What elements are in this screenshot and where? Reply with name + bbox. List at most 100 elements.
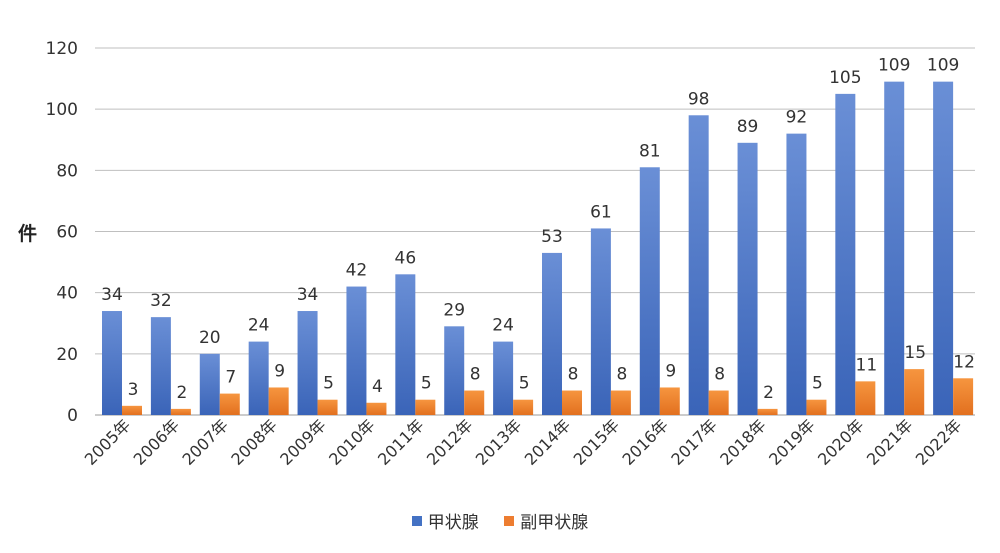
data-label: 81 [639,141,661,161]
bar-thyroid [199,353,220,415]
data-label: 9 [274,361,285,381]
bar-parathyroid [464,390,485,415]
legend-item-thyroid: 甲状腺 [411,508,479,533]
bar-parathyroid [904,369,925,415]
y-tick-label: 60 [56,223,78,243]
x-tick-label: 2008年 [227,415,281,469]
bar-thyroid [590,228,611,415]
data-label: 109 [878,56,910,76]
bar-parathyroid [268,387,289,415]
y-axis-ticks: 0 20 40 60 80 100 120 [46,39,78,426]
data-label: 3 [128,380,139,400]
data-label: 8 [714,365,725,385]
x-tick-label: 2006年 [130,415,184,469]
x-tick-label: 2009年 [276,415,330,469]
data-label: 20 [199,328,221,348]
x-tick-label: 2013年 [472,415,526,469]
bar-parathyroid [708,390,729,415]
x-tick-label: 2012年 [423,415,477,469]
data-label: 105 [829,68,861,88]
bar-parathyroid [562,390,582,415]
data-label: 34 [297,285,319,305]
data-label: 7 [225,368,236,388]
data-label: 42 [346,261,368,281]
x-axis-ticks: 2005年2006年2007年2008年2009年2010年2011年2012年… [81,415,966,469]
data-label: 32 [150,291,172,311]
bar-thyroid [395,274,416,415]
x-tick-label: 2017年 [667,415,721,469]
bar-thyroid [346,286,367,415]
data-label: 92 [786,108,808,128]
bar-parathyroid [513,399,534,415]
bar-parathyroid [855,381,876,415]
bar-thyroid [933,81,954,416]
bar-parathyroid [415,399,436,415]
data-label: 24 [248,316,270,336]
data-label: 61 [590,202,612,222]
data-label: 5 [421,374,432,394]
data-label: 89 [737,117,759,137]
bar-parathyroid [366,402,387,415]
bar-parathyroid [317,399,338,415]
gridlines [95,47,975,416]
bar-thyroid [688,115,709,416]
bar-thyroid [150,317,171,415]
data-label: 5 [323,374,334,394]
x-tick-label: 2021年 [863,415,917,469]
x-tick-label: 2016年 [618,415,672,469]
data-label: 4 [372,377,383,397]
bar-thyroid [444,326,465,415]
data-label: 109 [927,56,959,76]
bar-parathyroid [122,405,142,415]
data-label: 53 [541,227,563,247]
y-tick-label: 0 [67,406,78,426]
legend-label-parathyroid: 副甲状腺 [520,513,589,533]
data-label: 8 [470,365,481,385]
data-label: 11 [856,355,878,375]
data-label: 9 [665,361,676,381]
legend: 甲状腺 副甲状腺 [0,508,1000,533]
bar-parathyroid [806,399,827,415]
bar-thyroid [297,311,318,415]
bar-thyroid [835,93,856,415]
x-tick-label: 2011年 [374,415,428,469]
data-labels: 34 3 32 2 207 24 9 34 5 42 4 46 5 29 8 24 5 53 8 61 8 81 9 98 8 8… [101,56,975,403]
bar-thyroid [542,252,562,415]
x-tick-label: 2015年 [570,415,624,469]
bars [102,81,974,416]
y-tick-label: 40 [56,284,78,304]
data-label: 24 [492,316,514,336]
x-tick-label: 2010年 [325,415,379,469]
bar-thyroid [248,341,269,415]
data-label: 8 [616,365,627,385]
bar-parathyroid [170,408,191,415]
x-tick-label: 2022年 [912,415,966,469]
bar-thyroid [884,81,905,416]
bar-parathyroid [757,408,778,415]
bar-parathyroid [219,393,240,415]
data-label: 29 [443,300,465,320]
bar-thyroid [786,133,807,415]
data-label: 5 [519,374,530,394]
legend-label-thyroid: 甲状腺 [427,513,479,533]
data-label: 12 [953,352,975,372]
bar-thyroid [493,341,514,415]
y-tick-label: 120 [46,39,78,59]
data-label: 8 [568,365,579,385]
x-tick-label: 2018年 [716,415,770,469]
data-label: 2 [763,383,774,403]
y-axis-label: 件 [18,223,38,245]
x-tick-label: 2007年 [178,415,232,469]
y-tick-label: 80 [56,161,78,181]
data-label: 34 [101,285,123,305]
legend-item-parathyroid: 副甲状腺 [504,508,588,533]
data-label: 15 [904,343,926,363]
x-tick-label: 2019年 [765,415,819,469]
bar-thyroid [737,142,758,415]
bar-parathyroid [953,378,974,415]
x-tick-label: 2020年 [814,415,868,469]
legend-swatch-parathyroid [504,515,515,526]
x-tick-label: 2005年 [81,415,135,469]
y-tick-label: 20 [56,345,78,365]
